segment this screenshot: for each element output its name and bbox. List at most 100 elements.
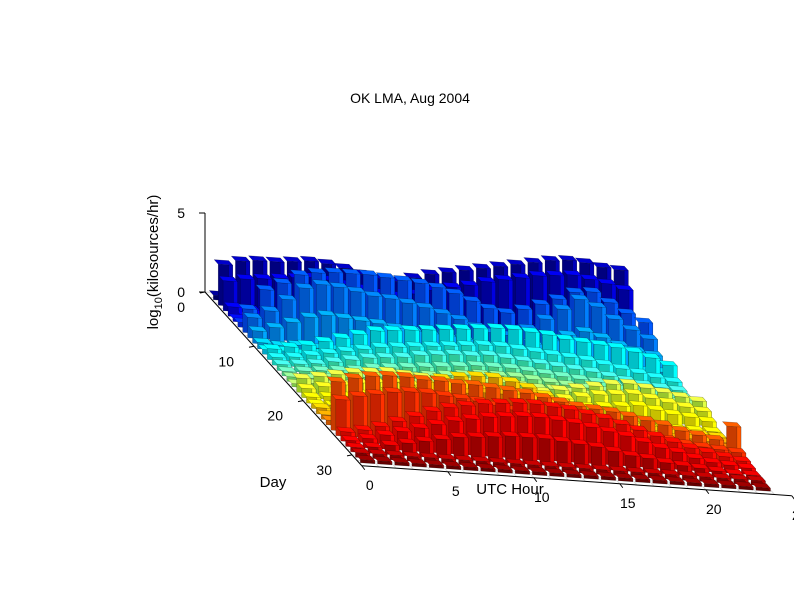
bar-top-face	[363, 290, 384, 297]
bar-top-face	[496, 307, 516, 314]
bar-top-face	[358, 352, 379, 359]
bar-top-face	[306, 267, 327, 274]
bar-top-face	[454, 265, 475, 272]
bar-top-face	[404, 341, 425, 348]
bar-top-face	[591, 464, 612, 471]
bar-top-face	[336, 345, 357, 353]
bar-top-face	[262, 343, 283, 350]
bar-top-face	[520, 326, 541, 333]
bar-top-face	[518, 365, 538, 372]
bar-top-face	[444, 288, 465, 295]
bar-top-face	[387, 341, 408, 348]
bar-top-face	[569, 294, 590, 301]
bar-top-face	[299, 312, 320, 319]
bar-top-face	[508, 343, 528, 350]
y-tick-label: 30	[316, 462, 332, 478]
bar-top-face	[667, 385, 688, 392]
bar-top-face	[557, 254, 578, 261]
bar-top-face	[721, 421, 742, 428]
bar-top-face	[265, 322, 285, 329]
bar-top-face	[311, 279, 332, 286]
bar-top-face	[523, 257, 543, 264]
x-tick-label: 0	[366, 477, 374, 493]
bar-top-face	[510, 272, 531, 279]
x-tick-mark	[533, 477, 538, 483]
bar-top-face	[540, 377, 560, 384]
bar-top-face	[616, 308, 637, 315]
bar-top-face	[252, 337, 273, 344]
bar-top-face	[242, 312, 263, 319]
bar-top-face	[345, 442, 366, 449]
bar-top-face	[367, 448, 388, 455]
bar-top-face	[277, 294, 298, 301]
y-axis-line	[204, 291, 363, 467]
bar-top-face	[476, 276, 497, 283]
x-tick-label: 5	[452, 483, 460, 499]
bar-top-face	[582, 286, 602, 293]
bar-top-face	[614, 284, 634, 291]
bar-top-face	[417, 324, 438, 331]
bar-top-face	[427, 349, 447, 356]
bar-top-face	[663, 376, 683, 383]
bar-top-face	[451, 323, 472, 330]
bar-top-face	[572, 336, 592, 343]
bar-top-face	[596, 278, 617, 285]
bar-mark	[223, 301, 244, 318]
bar-top-face	[427, 282, 448, 289]
bar-top-face	[296, 339, 317, 346]
bar-top-face	[436, 453, 457, 460]
bar-top-face	[751, 482, 771, 489]
bar-top-face	[643, 468, 663, 475]
bar-top-face	[525, 346, 546, 353]
bar-top-face	[341, 354, 361, 361]
bar-top-face	[564, 363, 585, 370]
bar-top-face	[255, 284, 275, 291]
bar-top-face	[279, 341, 300, 348]
bar-top-face	[456, 340, 477, 347]
bar-top-face	[542, 349, 563, 356]
bar-top-face	[331, 332, 352, 339]
bar-top-face	[272, 359, 293, 366]
bar-top-face	[230, 255, 251, 262]
bar-top-face	[500, 362, 521, 369]
bar-top-face	[238, 303, 258, 310]
bar-top-face	[608, 465, 629, 472]
bar-top-face	[218, 275, 239, 282]
bar-top-face	[323, 267, 344, 274]
bar-top-face	[711, 472, 732, 479]
bar-top-face	[677, 470, 698, 477]
bar-top-face	[282, 256, 303, 263]
bar-top-face	[382, 325, 403, 332]
bar-top-face	[449, 360, 470, 367]
bar-top-face	[432, 361, 452, 368]
bar-top-face	[277, 366, 297, 373]
bar-top-face	[461, 295, 482, 302]
bar-top-face	[247, 325, 268, 332]
bar-top-face	[473, 339, 494, 346]
y-tick-label: 10	[218, 353, 234, 369]
bar-top-face	[486, 322, 506, 329]
bar-top-face	[621, 324, 642, 331]
z-axis-label: log10(kilosources/hr)	[145, 195, 165, 330]
bar-top-face	[478, 349, 499, 357]
bar-top-face	[414, 361, 435, 368]
bar-top-face	[434, 324, 455, 331]
x-tick-mark	[447, 471, 452, 477]
bar-top-face	[370, 342, 391, 349]
bar-top-face	[375, 352, 396, 359]
bar-top-face	[658, 360, 678, 367]
bar-top-face	[638, 333, 659, 340]
bar-top-face	[591, 332, 612, 339]
bar-top-face	[604, 313, 624, 321]
bar-top-face	[284, 351, 305, 358]
bar-top-face	[468, 323, 489, 330]
bar-top-face	[623, 346, 644, 353]
bar-top-face	[694, 471, 715, 478]
x-axis-line	[361, 465, 792, 497]
bar-top-face	[574, 257, 595, 264]
bar-top-face	[289, 269, 310, 276]
bar-top-face	[564, 287, 585, 294]
bar-top-face	[442, 281, 462, 289]
bar-top-face	[589, 339, 610, 346]
bar-top-face	[350, 447, 371, 454]
